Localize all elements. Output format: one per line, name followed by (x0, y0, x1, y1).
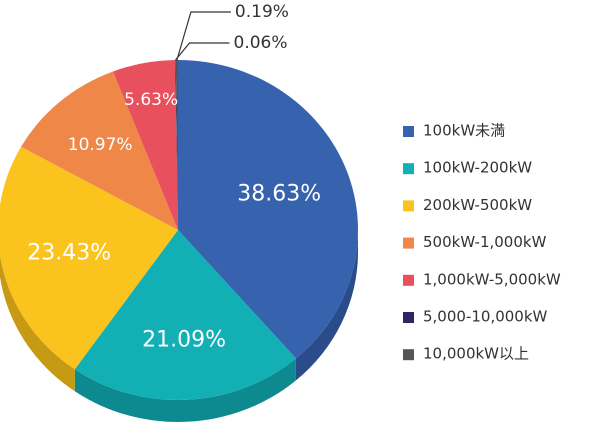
slice-label-3: 10.97% (68, 135, 133, 155)
pie-slice-5 (175, 60, 178, 230)
pie-slice-2 (0, 146, 178, 370)
callout-line-5 (175, 42, 230, 61)
slice-label-2: 23.43% (27, 240, 111, 265)
slice-label-4: 5.63% (124, 90, 178, 110)
legend-swatch-4 (403, 274, 414, 286)
legend-label-6: 10,000kW以上 (423, 345, 529, 363)
slice-label-1: 21.09% (142, 327, 226, 352)
legend: 100kW未満 100kW-200kW 200kW-500kW 500kW-1,000… (403, 122, 561, 363)
pie-slices (0, 60, 358, 400)
legend-swatch-3 (403, 237, 414, 249)
legend-swatch-1 (403, 163, 414, 175)
pie-slice-3 (21, 71, 179, 230)
legend-swatch-0 (403, 126, 414, 137)
legend-label-0: 100kW未満 (423, 122, 505, 140)
callout-label-5: 0.06% (234, 33, 288, 53)
legend-swatch-6 (403, 349, 414, 361)
legend-label-3: 500kW-1,000kW (423, 233, 547, 251)
legend-label-4: 1,000kW-5,000kW (423, 270, 561, 288)
slice-labels: 38.63% 21.09% 23.43% 10.97% 5.63% (27, 90, 321, 353)
pie-side-0 (295, 230, 358, 381)
pie-side-1 (74, 358, 296, 422)
pie-slice-1 (74, 230, 296, 400)
legend-label-1: 100kW-200kW (423, 159, 532, 177)
legend-label-2: 200kW-500kW (423, 196, 532, 214)
callout-line-6 (176, 11, 231, 61)
pie-slice-6 (175, 60, 178, 230)
callout-label-6: 0.19% (235, 2, 289, 22)
callouts: 0.19% 0.06% (175, 2, 289, 61)
legend-swatch-5 (403, 312, 414, 323)
pie-side-2 (0, 254, 75, 392)
pie-sides (0, 230, 358, 422)
legend-swatch-2 (403, 200, 414, 212)
pie-slice-4 (113, 60, 178, 231)
legend-label-5: 5,000-10,000kW (423, 308, 548, 326)
pie-slice-0 (178, 60, 358, 359)
slice-label-0: 38.63% (237, 181, 321, 206)
